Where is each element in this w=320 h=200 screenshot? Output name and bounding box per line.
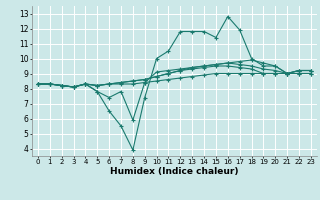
- X-axis label: Humidex (Indice chaleur): Humidex (Indice chaleur): [110, 167, 239, 176]
